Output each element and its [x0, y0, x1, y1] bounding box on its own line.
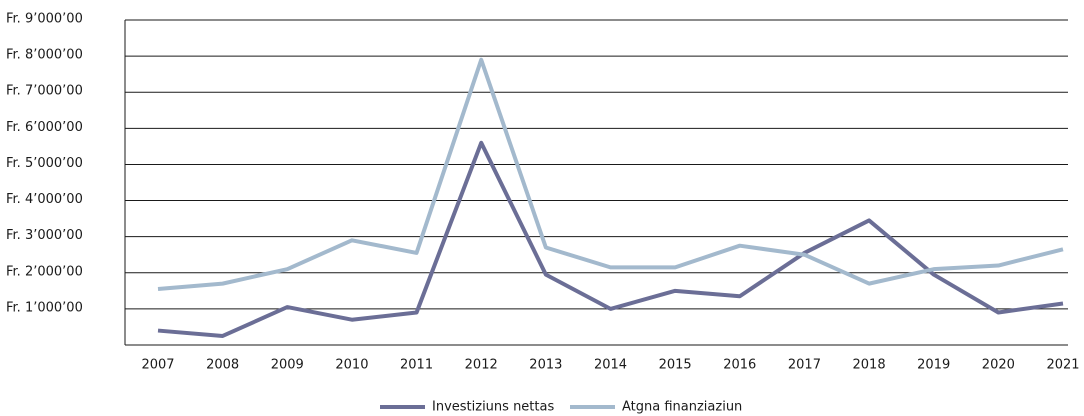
series-line	[157, 140, 1064, 338]
x-tick-label: 2014	[594, 358, 627, 373]
x-tick-label: 2021	[1046, 358, 1079, 373]
y-tick-label: Fr. 5’000’00	[6, 156, 83, 171]
legend-label: Investiziuns nettas	[432, 400, 554, 415]
y-tick-label: Fr. 6’000’00	[6, 120, 83, 135]
x-tick-label: 2018	[853, 358, 886, 373]
x-tick-label: 2011	[400, 358, 433, 373]
x-tick-label: 2015	[659, 358, 692, 373]
x-tick-label: 2017	[788, 358, 821, 373]
legend-label: Atgna finanziaziun	[622, 400, 742, 415]
y-tick-label: Fr. 8’000’00	[6, 48, 83, 63]
x-tick-label: 2008	[206, 358, 239, 373]
x-tick-label: 2009	[271, 358, 304, 373]
x-tick-label: 2013	[529, 358, 562, 373]
y-tick-label: Fr. 1’000’00	[6, 300, 83, 315]
y-tick-label: Fr. 9’000’00	[6, 12, 83, 27]
y-tick-label: Fr. 3’000’00	[6, 228, 83, 243]
series-line	[157, 57, 1064, 292]
x-tick-label: 2019	[917, 358, 950, 373]
y-tick-label: Fr. 7’000’00	[6, 84, 83, 99]
y-tick-label: Fr. 2’000’00	[6, 264, 83, 279]
x-tick-label: 2016	[723, 358, 756, 373]
x-tick-label: 2007	[141, 358, 174, 373]
x-tick-label: 2020	[982, 358, 1015, 373]
x-tick-label: 2010	[335, 358, 368, 373]
x-tick-label: 2012	[465, 358, 498, 373]
y-tick-label: Fr. 4’000’00	[6, 192, 83, 207]
